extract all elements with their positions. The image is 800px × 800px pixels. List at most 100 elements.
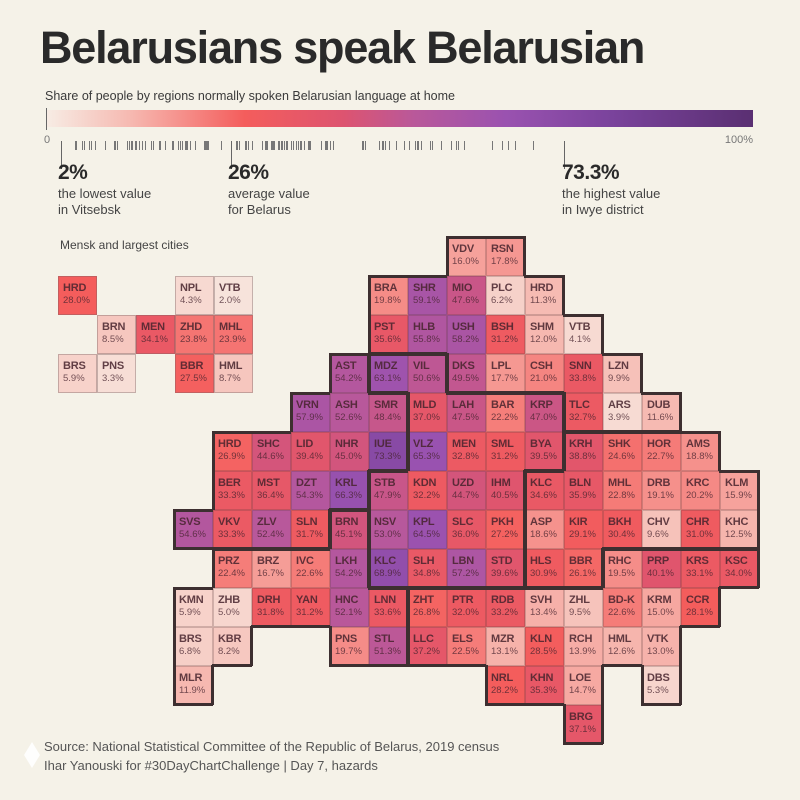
region-border — [680, 548, 720, 551]
region-border — [368, 470, 371, 510]
region-border — [602, 353, 642, 356]
value-tick — [418, 141, 420, 150]
region-border — [446, 587, 486, 590]
value-tick — [135, 141, 137, 150]
tile-value: 33.3% — [218, 490, 245, 501]
tile-vkv: VKV 33.3% — [212, 510, 252, 550]
tile-value: 9.5% — [569, 607, 591, 618]
region-border — [329, 509, 369, 512]
tile-value: 48.4% — [374, 412, 401, 423]
region-border — [524, 587, 564, 590]
value-tick — [281, 141, 283, 150]
tile-value: 22.4% — [218, 568, 245, 579]
tile-plc: PLC 6.2% — [486, 276, 525, 315]
tile-value: 11.9% — [179, 685, 206, 696]
region-border — [446, 236, 449, 276]
tile-smr: SMR 48.4% — [368, 392, 409, 432]
value-tick — [274, 141, 276, 150]
value-tick — [84, 141, 86, 150]
tile-bbr: BBR 26.1% — [563, 548, 604, 589]
tile-value: 9.6% — [647, 529, 669, 540]
tile-code: KRL — [335, 477, 358, 489]
tile-value: 33.3% — [218, 529, 245, 540]
region-border — [251, 625, 291, 628]
tile-brn: BRN 45.1% — [329, 509, 370, 549]
tile-klc: KLC 34.6% — [524, 470, 564, 510]
region-border — [212, 664, 252, 667]
tile-code: NPL — [180, 282, 202, 294]
region-border — [329, 509, 332, 549]
tile-ihm: IHM 40.5% — [486, 470, 526, 510]
tile-value: 30.9% — [530, 568, 557, 579]
value-tick — [432, 141, 434, 150]
tile-code: MIO — [452, 282, 473, 294]
value-tick — [330, 141, 332, 150]
value-tick — [139, 141, 141, 150]
region-border — [719, 470, 759, 473]
tile-lkh: LKH 54.2% — [330, 548, 370, 588]
region-border — [290, 392, 330, 395]
annotation-text: for Belarus — [228, 202, 291, 217]
tile-brs: BRS 5.9% — [58, 354, 97, 393]
region-border — [173, 703, 213, 706]
region-border — [446, 353, 449, 393]
region-border — [602, 548, 605, 588]
region-border — [485, 236, 525, 239]
tile-std: STD 39.6% — [485, 548, 526, 589]
value-tick — [277, 141, 279, 150]
tile-value: 26.1% — [569, 568, 596, 579]
tile-loe: LOE 14.7% — [564, 665, 604, 705]
tile-value: 5.9% — [63, 373, 85, 384]
tile-code: IVC — [296, 555, 314, 567]
region-border — [757, 548, 760, 588]
scale-max-label: 100% — [724, 134, 753, 146]
value-tick — [409, 141, 411, 150]
value-tick — [270, 141, 272, 150]
tile-code: SMR — [374, 399, 398, 411]
tile-code: BRA — [374, 282, 398, 294]
tile-value: 39.4% — [296, 451, 323, 462]
tile-value: 31.7% — [296, 529, 323, 540]
tile-value: 54.6% — [179, 529, 206, 540]
region-border — [524, 392, 564, 395]
value-tick — [298, 141, 300, 150]
tile-krc: KRC 20.2% — [681, 471, 720, 510]
region-border — [290, 548, 330, 551]
credit-note: Ihar Yanouski for #30DayChartChallenge |… — [44, 758, 378, 773]
tile-code: KBR — [218, 633, 242, 645]
tile-zhb: ZHB 5.0% — [213, 588, 252, 627]
value-tick — [150, 141, 152, 150]
tile-value: 47.0% — [530, 412, 557, 423]
value-tick — [287, 141, 289, 150]
tile-value: 47.9% — [374, 490, 401, 501]
value-tick — [285, 141, 287, 150]
tile-code: HRD — [218, 438, 242, 450]
tile-value: 47.5% — [452, 412, 479, 423]
value-tick — [236, 141, 238, 150]
tile-value: 14.7% — [569, 685, 596, 696]
value-tick — [114, 141, 116, 150]
tile-ivc: IVC 22.6% — [290, 548, 330, 588]
tile-dks: DKS 49.5% — [446, 353, 486, 394]
tile-code: KDN — [413, 477, 437, 489]
annotation-value: 73.3% — [562, 161, 620, 184]
tile-value: 32.7% — [569, 412, 596, 423]
value-tick — [303, 141, 305, 150]
tile-value: 39.6% — [491, 568, 518, 579]
tile-value: 44.6% — [257, 451, 284, 462]
tile-value: 27.2% — [491, 529, 518, 540]
annotation-marker — [564, 141, 566, 169]
tile-code: BRN — [102, 321, 126, 333]
tile-code: KLM — [725, 477, 749, 489]
value-tick — [301, 141, 303, 150]
region-border — [719, 548, 759, 551]
tile-drb: DRB 19.1% — [642, 471, 681, 510]
tile-value: 27.5% — [180, 373, 207, 384]
region-border — [211, 665, 214, 705]
region-border — [601, 314, 604, 354]
tile-value: 24.6% — [608, 451, 635, 462]
region-border — [368, 587, 408, 590]
tile-value: 33.2% — [491, 607, 518, 618]
tile-lnn: LNN 33.6% — [368, 587, 409, 627]
value-tick — [128, 141, 130, 150]
